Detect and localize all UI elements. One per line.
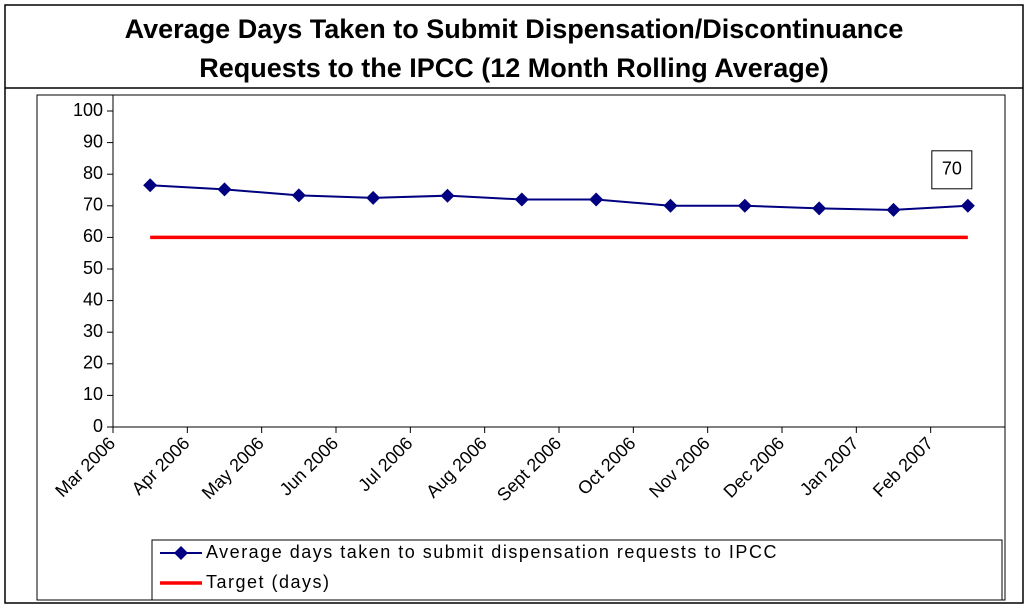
marker <box>366 190 381 205</box>
marker <box>143 178 158 193</box>
marker <box>886 202 901 217</box>
x-tick-label: May 2006 <box>198 433 268 503</box>
outer-frame <box>4 4 1024 604</box>
y-tick-label: 30 <box>83 321 103 341</box>
x-tick-label: Mar 2006 <box>51 433 119 501</box>
legend <box>151 539 1003 601</box>
data-label-box <box>931 150 973 190</box>
y-tick-label: 70 <box>83 195 103 215</box>
x-tick-label: Feb 2007 <box>869 433 937 501</box>
marker <box>812 201 827 216</box>
marker <box>663 198 678 213</box>
x-tick-label: Oct 2006 <box>574 433 640 499</box>
y-tick-label: 50 <box>83 258 103 278</box>
x-tick-label: Jun 2006 <box>276 433 343 500</box>
marker <box>589 192 604 207</box>
y-tick-label: 100 <box>73 100 103 120</box>
y-tick-label: 80 <box>83 163 103 183</box>
marker <box>737 198 752 213</box>
x-tick-label: Jul 2006 <box>354 433 416 495</box>
y-tick-label: 40 <box>83 289 103 309</box>
y-tick-label: 20 <box>83 353 103 373</box>
y-tick-label: 60 <box>83 226 103 246</box>
data-label: 70 <box>942 159 962 179</box>
x-tick-label: Aug 2006 <box>422 433 491 502</box>
marker <box>960 198 975 213</box>
legend-marker <box>174 546 188 560</box>
chart-frame <box>36 94 1006 601</box>
y-tick-label: 10 <box>83 384 103 404</box>
x-tick-label: Sept 2006 <box>493 433 565 505</box>
marker <box>514 192 529 207</box>
marker <box>291 188 306 203</box>
marker <box>217 182 232 197</box>
series-line <box>150 184 968 211</box>
chart-title: Average Days Taken to Submit Dispensatio… <box>125 14 904 44</box>
y-tick-label: 0 <box>93 416 103 436</box>
y-tick-label: 90 <box>83 131 103 151</box>
legend-label: Target (days) <box>206 572 331 592</box>
legend-label: Average days taken to submit dispensatio… <box>206 542 778 562</box>
x-tick-label: Nov 2006 <box>645 433 714 502</box>
marker <box>440 188 455 203</box>
chart-title: Requests to the IPCC (12 Month Rolling A… <box>199 53 829 83</box>
x-tick-label: Apr 2006 <box>128 433 194 499</box>
x-tick-label: Jan 2007 <box>796 433 863 500</box>
x-tick-label: Dec 2006 <box>720 433 789 502</box>
